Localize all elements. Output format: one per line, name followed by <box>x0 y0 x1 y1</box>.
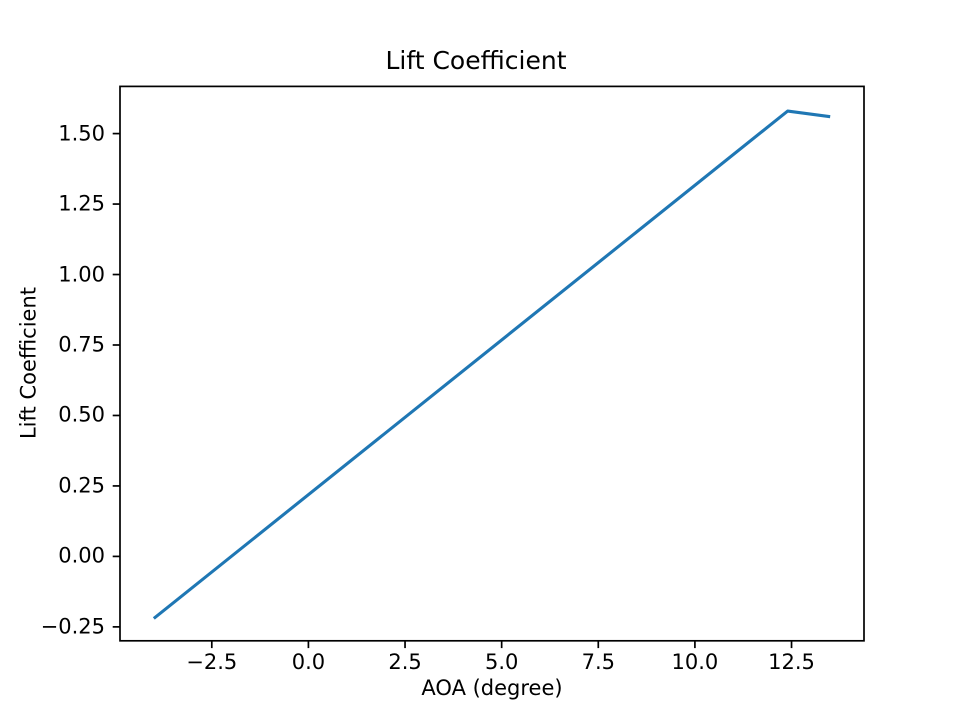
y-tick-label: 0.00 <box>58 543 105 568</box>
x-tick-label: −2.5 <box>186 650 238 674</box>
y-tick-label: 0.25 <box>58 473 105 498</box>
x-tick-label: 7.5 <box>581 650 615 674</box>
x-tick-label: 12.5 <box>768 650 815 674</box>
x-tick-label: 5.0 <box>484 650 519 674</box>
y-tick-label: 1.00 <box>58 262 105 287</box>
y-tick-label: 1.50 <box>58 121 105 146</box>
y-tick-label: −0.25 <box>40 614 105 639</box>
x-tick-label: 0.0 <box>291 650 326 674</box>
chart-title: Lift Coefficient <box>385 46 567 75</box>
series-line-lift-coefficient-curve <box>152 109 831 620</box>
x-tick-label: 2.5 <box>388 650 422 674</box>
y-tick-label: 0.50 <box>58 402 105 427</box>
y-axis-label: Lift Coefficient <box>16 286 41 440</box>
x-axis-label: AOA (degree) <box>421 676 563 700</box>
axes-spines <box>119 85 865 642</box>
x-tick-label: 10.0 <box>671 650 719 674</box>
y-tick-label: 1.25 <box>58 191 105 216</box>
y-tick-label: 0.75 <box>58 332 105 357</box>
